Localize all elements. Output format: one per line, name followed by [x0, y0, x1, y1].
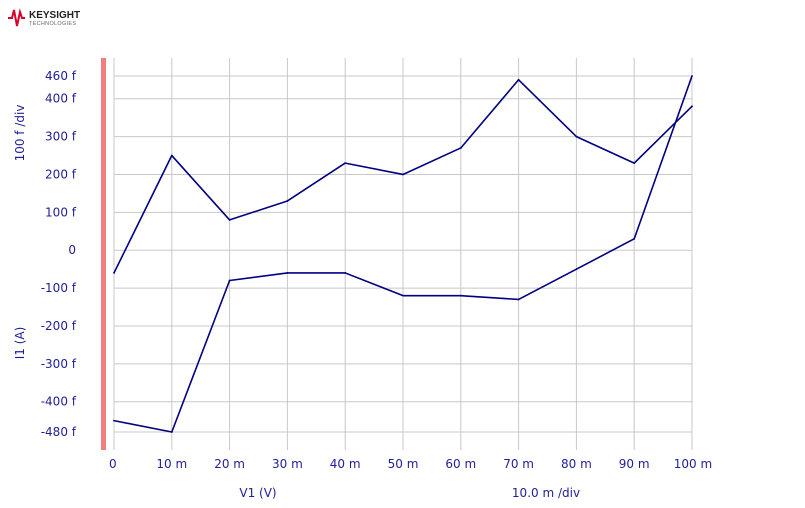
y-tick-label: 200 f	[45, 167, 77, 181]
x-tick-label: 0	[109, 457, 117, 471]
x-div-label: 10.0 m /div	[512, 486, 580, 500]
series-layer	[113, 75, 693, 433]
y-axis-marker-bar[interactable]	[101, 58, 106, 450]
y-tick-label: 300 f	[45, 130, 77, 144]
y-tick-label: 0	[68, 243, 76, 257]
data-point	[459, 294, 462, 297]
y-div-label: 100 f /div	[13, 105, 27, 162]
data-point	[170, 154, 173, 157]
x-axis-label: V1 (V)	[239, 486, 276, 500]
data-point	[286, 272, 289, 274]
y-axis-label: I1 (A)	[13, 327, 27, 360]
brand-subtitle: TECHNOLOGIES	[29, 21, 76, 27]
x-tick-label: 100 m	[674, 457, 712, 471]
y-tick-labels: 460 f 400 f 300 f 200 f 100 f 0 -100 f -200 f -3…	[41, 69, 77, 439]
x-tick-label: 10 m	[156, 457, 187, 471]
data-point	[633, 237, 636, 240]
data-point	[402, 294, 404, 297]
waveform-icon	[8, 8, 25, 27]
data-point	[691, 105, 693, 108]
data-point	[286, 200, 289, 202]
x-tick-labels: 0 10 m 20 m 30 m 40 m 50 m 60 m 70 m 80 m 90 m 100…	[109, 457, 712, 471]
data-point	[575, 135, 578, 138]
x-tick-label: 80 m	[561, 457, 592, 471]
x-tick-label: 20 m	[214, 457, 245, 471]
grid	[113, 58, 693, 450]
x-tick-label: 60 m	[445, 457, 476, 471]
x-tick-label: 40 m	[330, 457, 361, 471]
data-point	[575, 268, 578, 271]
data-point	[344, 272, 347, 274]
data-point	[170, 431, 173, 433]
data-point	[228, 279, 231, 282]
y-tick-label: 100 f	[45, 205, 77, 219]
y-tick-label: 400 f	[45, 92, 77, 106]
x-tick-label: 50 m	[388, 457, 419, 471]
data-point	[113, 419, 115, 422]
y-tick-label: -300 f	[41, 357, 77, 371]
data-point	[691, 75, 693, 77]
keysight-logo: KEYSIGHT TECHNOLOGIES	[8, 8, 80, 27]
data-point	[459, 147, 462, 149]
data-point	[633, 162, 636, 165]
y-tick-label: -400 f	[41, 395, 77, 409]
data-point	[113, 272, 115, 274]
y-tick-label: 460 f	[45, 69, 77, 83]
y-tick-label: -200 f	[41, 319, 77, 333]
x-tick-label: 90 m	[619, 457, 650, 471]
data-point	[517, 78, 520, 81]
y-tick-label: -100 f	[41, 281, 77, 295]
data-point	[517, 298, 520, 301]
data-point	[228, 219, 231, 221]
brand-name: KEYSIGHT	[29, 10, 80, 21]
data-point	[402, 173, 404, 176]
data-point	[344, 162, 347, 165]
x-tick-label: 30 m	[272, 457, 303, 471]
y-tick-label: -480 f	[41, 425, 77, 439]
x-tick-label: 70 m	[503, 457, 534, 471]
